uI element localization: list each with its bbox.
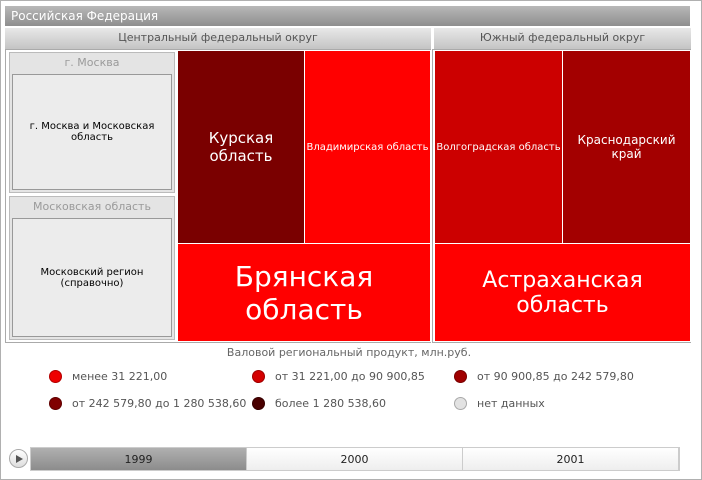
title-bar: Российская Федерация: [5, 6, 690, 26]
play-button[interactable]: [9, 449, 28, 468]
year-tab[interactable]: 2000: [247, 448, 463, 470]
region-cell[interactable]: Астраханская область: [434, 243, 691, 342]
region-cell[interactable]: Брянская область: [177, 243, 431, 342]
year-tab[interactable]: 2001: [463, 448, 679, 470]
legend-swatch: [454, 370, 467, 383]
region-cell[interactable]: Владимирская область: [304, 50, 431, 244]
district-header: Южный федеральный округ: [434, 28, 691, 49]
panel-item[interactable]: Московский регион (справочно): [12, 218, 172, 337]
legend-label: менее 31 221,00: [72, 370, 168, 383]
legend-item: нет данных: [454, 397, 545, 410]
panel-item[interactable]: г. Москва и Московская область: [12, 74, 172, 190]
legend-label: от 90 900,85 до 242 579,80: [477, 370, 634, 383]
play-icon: [15, 454, 23, 463]
legend-swatch: [49, 397, 62, 410]
region-cell[interactable]: Волгоградская область: [434, 50, 563, 244]
panel: г. Москва г. Москва и Московская область: [9, 52, 175, 193]
panel: Московская область Московский регион (сп…: [9, 196, 175, 340]
timeline: 1999 2000 2001: [30, 447, 680, 471]
panel-title: г. Москва: [64, 56, 120, 69]
legend-item: от 90 900,85 до 242 579,80: [454, 370, 634, 383]
legend-item: более 1 280 538,60: [252, 397, 386, 410]
legend-label: более 1 280 538,60: [275, 397, 387, 410]
legend-swatch: [252, 370, 265, 383]
legend-title: Валовой региональный продукт, млн.руб.: [226, 346, 472, 359]
year-tab[interactable]: 1999: [31, 448, 247, 470]
legend-label: нет данных: [477, 397, 545, 410]
region-cell[interactable]: Курская область: [177, 50, 305, 244]
legend-item: менее 31 221,00: [49, 370, 167, 383]
legend-swatch: [252, 397, 265, 410]
legend-label: от 31 221,00 до 90 900,85: [275, 370, 425, 383]
region-cell[interactable]: Краснодарский край: [562, 50, 691, 244]
legend-item: от 31 221,00 до 90 900,85: [252, 370, 425, 383]
panel-title: Московская область: [33, 200, 151, 213]
legend-item: от 242 579,80 до 1 280 538,60: [49, 397, 246, 410]
legend-swatch: [454, 397, 467, 410]
district-header: Центральный федеральный округ: [5, 28, 431, 49]
legend-swatch: [49, 370, 62, 383]
legend-label: от 242 579,80 до 1 280 538,60: [72, 397, 247, 410]
